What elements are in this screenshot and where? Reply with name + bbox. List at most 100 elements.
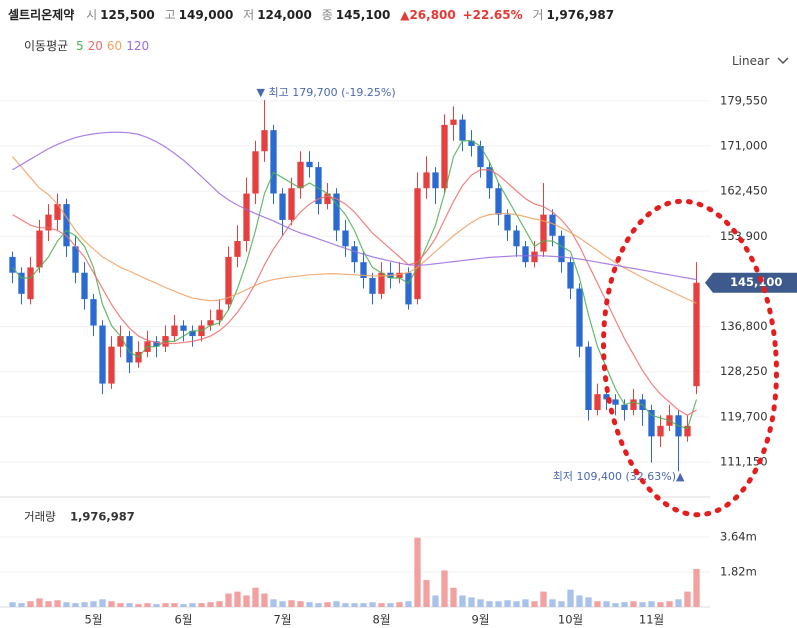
x-tick-label: 10월: [558, 613, 583, 627]
y-tick-label: 162,450: [720, 184, 768, 198]
volume-bar: [126, 603, 133, 607]
volume-bar: [180, 604, 187, 607]
volume-bar: [171, 603, 178, 607]
candle-body: [324, 193, 331, 205]
volume-bar: [252, 587, 259, 607]
x-tick-label: 6월: [175, 613, 193, 627]
candle-body: [333, 193, 340, 231]
min-annotation: 최저 109,400 (32.63%)▲: [553, 470, 685, 483]
legend-entry: 120: [126, 39, 150, 53]
volume-bar: [297, 601, 304, 607]
volume-bar: [648, 601, 655, 607]
change-arrow: ▲: [400, 8, 410, 22]
volume-bar: [162, 603, 169, 607]
volume-bar: [531, 601, 538, 607]
volume-bar: [423, 580, 430, 607]
volume-bar: [234, 591, 241, 607]
volume-bar: [369, 602, 376, 607]
volume-bar: [81, 602, 88, 607]
candle-body: [612, 399, 619, 405]
volume-bar: [477, 599, 484, 607]
low-value: 124,000: [257, 8, 312, 22]
candle-body: [495, 188, 502, 215]
volume-bar: [225, 593, 232, 607]
volume-bar: [558, 601, 565, 607]
volume-bar: [684, 591, 691, 607]
candle-body: [18, 272, 25, 294]
candle-body: [576, 288, 583, 347]
volume-bar: [90, 601, 97, 607]
high-value: 149,000: [178, 8, 234, 22]
volume-bar: [549, 599, 556, 607]
candle-body: [369, 277, 376, 294]
ma-line: [12, 131, 697, 281]
ma-line: [12, 156, 697, 304]
volume-bar: [378, 603, 385, 607]
open-value: 125,500: [100, 8, 155, 22]
volume-bar: [279, 601, 286, 607]
open-label: 시: [86, 8, 98, 22]
candle-body: [441, 124, 448, 189]
candle-body: [252, 151, 259, 194]
volume-bar: [540, 591, 547, 607]
volume-bar: [459, 595, 466, 607]
ma-line: [12, 169, 697, 416]
volume-bar: [18, 603, 25, 607]
candle-body: [486, 167, 493, 189]
volume-bar: [189, 603, 196, 607]
volume-bar: [432, 595, 439, 607]
candle-body: [531, 251, 538, 263]
candle-body: [603, 394, 610, 400]
y-tick-label: 136,800: [720, 319, 768, 333]
ma-legend: 이동평균 5 20 60 120: [24, 37, 153, 54]
candle-body: [459, 119, 466, 141]
candle-body: [513, 230, 520, 247]
change: 26,800: [409, 8, 456, 22]
volume-bar: [387, 603, 394, 607]
candle-body: [9, 256, 16, 273]
volume-tick-label: 3.64m: [720, 529, 757, 543]
close-label: 종: [321, 8, 333, 22]
candle-body: [180, 325, 187, 331]
volume-bar: [675, 599, 682, 607]
candle-body: [243, 193, 250, 242]
volume-bar: [513, 601, 520, 607]
volume-bar: [585, 597, 592, 607]
legend-entry: 20: [87, 39, 103, 53]
volume-bar: [54, 600, 61, 607]
candle-body: [414, 188, 421, 300]
volume-bar: [396, 602, 403, 607]
candle-body: [450, 119, 457, 125]
candle-body: [297, 161, 304, 189]
volume-bar: [72, 603, 79, 607]
volume-bar: [567, 589, 574, 607]
candle-body: [378, 272, 385, 294]
volume-bar: [216, 601, 223, 607]
candle-body: [477, 145, 484, 168]
candle-body: [216, 309, 223, 321]
volume-bar: [117, 603, 124, 607]
change-pct: +22.65%: [462, 8, 523, 22]
scale-label[interactable]: Linear: [732, 54, 770, 68]
candle-body: [153, 341, 160, 347]
volume-bar: [621, 602, 628, 607]
volume-bar: [36, 598, 43, 607]
volume-bar: [135, 604, 142, 607]
x-tick-label: 11월: [639, 613, 664, 627]
candle-body: [360, 262, 367, 278]
candle-body: [189, 330, 196, 337]
volume-bar: [63, 602, 70, 607]
volume-bar: [306, 602, 313, 607]
volume-bar: [405, 601, 412, 607]
candle-body: [36, 230, 43, 268]
stock-name: 셀트리온제약: [8, 8, 75, 22]
volume-bar: [504, 600, 511, 607]
candle-body: [72, 246, 79, 273]
volume-bar: [594, 601, 601, 607]
candle-body: [630, 399, 637, 410]
candle-body: [405, 272, 412, 305]
volume-bar: [270, 599, 277, 607]
scale-dropdown[interactable]: Linear: [732, 54, 789, 68]
y-tick-label: 179,550: [720, 93, 768, 107]
candle-body: [207, 320, 214, 326]
